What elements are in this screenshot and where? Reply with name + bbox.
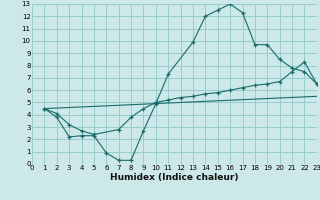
X-axis label: Humidex (Indice chaleur): Humidex (Indice chaleur) [110, 173, 239, 182]
